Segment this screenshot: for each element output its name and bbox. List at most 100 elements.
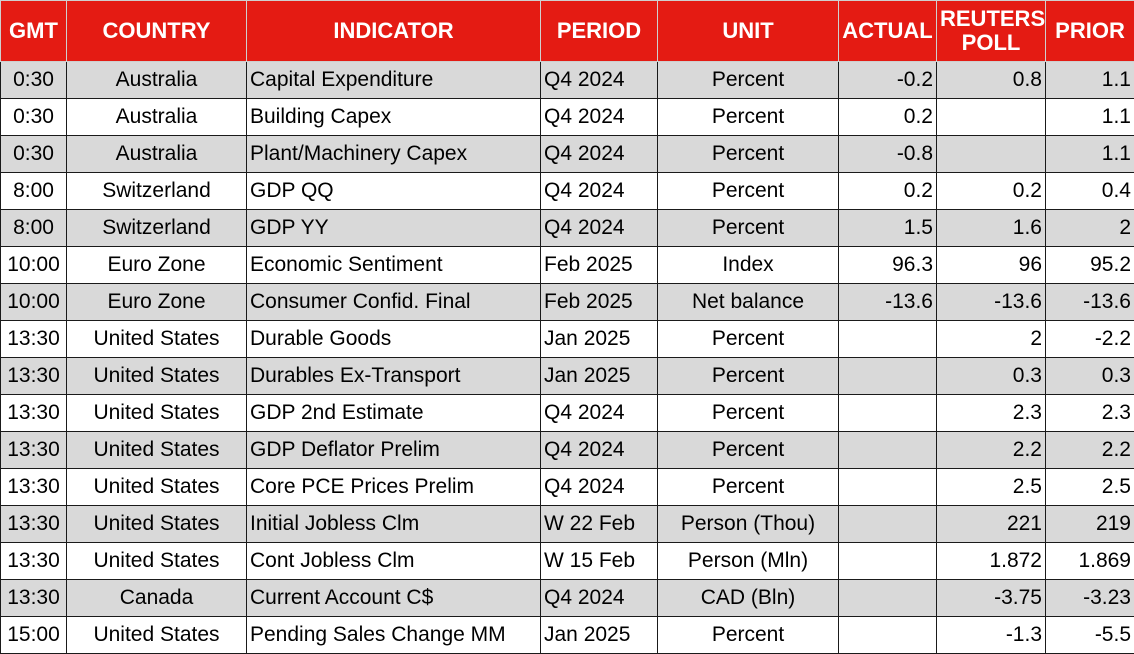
cell-actual: 96.3: [838, 246, 937, 284]
table-row: 13:30 United States Durable Goods Jan 2025 P…: [0, 320, 1134, 358]
cell-reuters-poll: [936, 98, 1046, 136]
cell-country: United States: [66, 357, 247, 395]
table-row: 8:00 Switzerland GDP QQ Q4 2024 Percent 0.2 0.…: [0, 172, 1134, 210]
cell-period: Q4 2024: [540, 431, 658, 469]
cell-gmt: 13:30: [0, 542, 67, 580]
cell-reuters-poll: 0.8: [936, 61, 1046, 99]
header-prior: PRIOR: [1045, 0, 1134, 62]
cell-prior: 0.4: [1045, 172, 1134, 210]
cell-actual: [838, 468, 937, 506]
cell-unit: Index: [657, 246, 839, 284]
cell-period: Q4 2024: [540, 61, 658, 99]
header-unit: UNIT: [657, 0, 839, 62]
cell-period: Q4 2024: [540, 135, 658, 173]
cell-actual: -0.8: [838, 135, 937, 173]
cell-country: United States: [66, 616, 247, 654]
cell-unit: Percent: [657, 98, 839, 136]
cell-indicator: Cont Jobless Clm: [246, 542, 541, 580]
table-row: 13:30 Canada Current Account C$ Q4 2024 CAD …: [0, 579, 1134, 617]
cell-actual: [838, 320, 937, 358]
cell-unit: Person (Thou): [657, 505, 839, 543]
cell-country: Switzerland: [66, 172, 247, 210]
cell-country: United States: [66, 468, 247, 506]
cell-actual: [838, 394, 937, 432]
cell-reuters-poll: 0.3: [936, 357, 1046, 395]
cell-country: Australia: [66, 135, 247, 173]
cell-actual: -0.2: [838, 61, 937, 99]
cell-actual: [838, 616, 937, 654]
cell-unit: Percent: [657, 394, 839, 432]
cell-unit: Percent: [657, 468, 839, 506]
cell-unit: Percent: [657, 209, 839, 247]
cell-gmt: 0:30: [0, 61, 67, 99]
cell-indicator: GDP Deflator Prelim: [246, 431, 541, 469]
cell-prior: 219: [1045, 505, 1134, 543]
cell-gmt: 13:30: [0, 579, 67, 617]
cell-indicator: Pending Sales Change MM: [246, 616, 541, 654]
cell-unit: Percent: [657, 357, 839, 395]
cell-indicator: Building Capex: [246, 98, 541, 136]
cell-country: Switzerland: [66, 209, 247, 247]
cell-period: W 22 Feb: [540, 505, 658, 543]
cell-gmt: 0:30: [0, 98, 67, 136]
cell-indicator: Durable Goods: [246, 320, 541, 358]
cell-country: United States: [66, 394, 247, 432]
cell-actual: [838, 431, 937, 469]
cell-prior: 2.5: [1045, 468, 1134, 506]
cell-prior: 1.1: [1045, 135, 1134, 173]
table-row: 10:00 Euro Zone Economic Sentiment Feb 2025…: [0, 246, 1134, 284]
table-row: 10:00 Euro Zone Consumer Confid. Final Feb …: [0, 283, 1134, 321]
table-header: GMT COUNTRY INDICATOR PERIOD UNIT ACTUAL…: [0, 0, 1134, 62]
cell-indicator: GDP QQ: [246, 172, 541, 210]
cell-indicator: Consumer Confid. Final: [246, 283, 541, 321]
cell-reuters-poll: 1.872: [936, 542, 1046, 580]
cell-reuters-poll: -1.3: [936, 616, 1046, 654]
table-row: 13:30 United States GDP Deflator Prelim Q4 …: [0, 431, 1134, 469]
cell-actual: 0.2: [838, 172, 937, 210]
cell-period: Q4 2024: [540, 209, 658, 247]
cell-indicator: Plant/Machinery Capex: [246, 135, 541, 173]
cell-indicator: Durables Ex-Transport: [246, 357, 541, 395]
header-poll-line1: REUTERS: [940, 6, 1046, 31]
cell-indicator: Initial Jobless Clm: [246, 505, 541, 543]
table-row: 0:30 Australia Capital Expenditure Q4 2024 P…: [0, 61, 1134, 99]
cell-reuters-poll: 2.5: [936, 468, 1046, 506]
cell-period: Feb 2025: [540, 246, 658, 284]
cell-period: Feb 2025: [540, 283, 658, 321]
cell-unit: Net balance: [657, 283, 839, 321]
header-gmt: GMT: [0, 0, 67, 62]
cell-indicator: Core PCE Prices Prelim: [246, 468, 541, 506]
cell-period: Q4 2024: [540, 394, 658, 432]
cell-actual: [838, 505, 937, 543]
cell-actual: 0.2: [838, 98, 937, 136]
cell-period: Q4 2024: [540, 579, 658, 617]
table-row: 13:30 United States GDP 2nd Estimate Q4 202…: [0, 394, 1134, 432]
cell-reuters-poll: 2: [936, 320, 1046, 358]
cell-gmt: 8:00: [0, 209, 67, 247]
cell-prior: 1.869: [1045, 542, 1134, 580]
header-indicator: INDICATOR: [246, 0, 541, 62]
cell-prior: -13.6: [1045, 283, 1134, 321]
cell-reuters-poll: [936, 135, 1046, 173]
cell-unit: Percent: [657, 61, 839, 99]
table-row: 13:30 United States Durables Ex-Transport J…: [0, 357, 1134, 395]
cell-unit: CAD (Bln): [657, 579, 839, 617]
cell-gmt: 13:30: [0, 357, 67, 395]
cell-actual: -13.6: [838, 283, 937, 321]
cell-prior: 1.1: [1045, 98, 1134, 136]
cell-prior: 95.2: [1045, 246, 1134, 284]
cell-reuters-poll: 2.3: [936, 394, 1046, 432]
cell-reuters-poll: 0.2: [936, 172, 1046, 210]
table-row: 0:30 Australia Plant/Machinery Capex Q4 202…: [0, 135, 1134, 173]
cell-period: W 15 Feb: [540, 542, 658, 580]
cell-gmt: 13:30: [0, 505, 67, 543]
cell-country: United States: [66, 320, 247, 358]
table-body: 0:30 Australia Capital Expenditure Q4 2024 P…: [0, 61, 1134, 654]
cell-prior: 2.3: [1045, 394, 1134, 432]
cell-actual: [838, 579, 937, 617]
cell-period: Jan 2025: [540, 357, 658, 395]
cell-reuters-poll: 221: [936, 505, 1046, 543]
cell-country: Euro Zone: [66, 283, 247, 321]
cell-actual: 1.5: [838, 209, 937, 247]
header-period: PERIOD: [540, 0, 658, 62]
